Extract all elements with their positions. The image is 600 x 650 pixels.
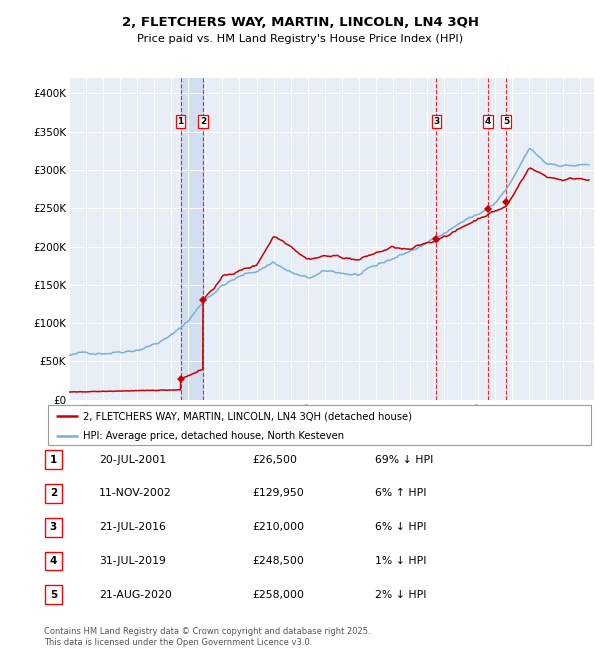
Text: 1: 1 bbox=[178, 117, 184, 126]
Text: 69% ↓ HPI: 69% ↓ HPI bbox=[375, 454, 433, 465]
Text: £129,950: £129,950 bbox=[252, 488, 304, 499]
FancyBboxPatch shape bbox=[45, 450, 62, 469]
Text: 21-JUL-2016: 21-JUL-2016 bbox=[99, 522, 166, 532]
Text: 2, FLETCHERS WAY, MARTIN, LINCOLN, LN4 3QH: 2, FLETCHERS WAY, MARTIN, LINCOLN, LN4 3… bbox=[121, 16, 479, 29]
Text: 5: 5 bbox=[50, 590, 57, 600]
Text: 1% ↓ HPI: 1% ↓ HPI bbox=[375, 556, 427, 566]
Text: HPI: Average price, detached house, North Kesteven: HPI: Average price, detached house, Nort… bbox=[83, 432, 344, 441]
Text: Contains HM Land Registry data © Crown copyright and database right 2025.
This d: Contains HM Land Registry data © Crown c… bbox=[44, 627, 370, 647]
Text: £248,500: £248,500 bbox=[252, 556, 304, 566]
Text: 3: 3 bbox=[433, 117, 439, 126]
Text: 2, FLETCHERS WAY, MARTIN, LINCOLN, LN4 3QH (detached house): 2, FLETCHERS WAY, MARTIN, LINCOLN, LN4 3… bbox=[83, 411, 412, 421]
Text: 21-AUG-2020: 21-AUG-2020 bbox=[99, 590, 172, 600]
FancyBboxPatch shape bbox=[45, 552, 62, 570]
FancyBboxPatch shape bbox=[45, 518, 62, 536]
Text: £26,500: £26,500 bbox=[252, 454, 297, 465]
Text: 4: 4 bbox=[485, 117, 491, 126]
Text: 20-JUL-2001: 20-JUL-2001 bbox=[99, 454, 166, 465]
FancyBboxPatch shape bbox=[48, 405, 591, 445]
FancyBboxPatch shape bbox=[45, 484, 62, 502]
Text: 2% ↓ HPI: 2% ↓ HPI bbox=[375, 590, 427, 600]
Text: 5: 5 bbox=[503, 117, 509, 126]
Text: 2: 2 bbox=[50, 488, 57, 499]
Text: 31-JUL-2019: 31-JUL-2019 bbox=[99, 556, 166, 566]
Text: 3: 3 bbox=[50, 522, 57, 532]
Text: 6% ↓ HPI: 6% ↓ HPI bbox=[375, 522, 427, 532]
Text: Price paid vs. HM Land Registry's House Price Index (HPI): Price paid vs. HM Land Registry's House … bbox=[137, 34, 463, 44]
Text: 4: 4 bbox=[50, 556, 57, 566]
FancyBboxPatch shape bbox=[45, 586, 62, 604]
Bar bbox=[181, 78, 203, 400]
Text: £258,000: £258,000 bbox=[252, 590, 304, 600]
Text: £210,000: £210,000 bbox=[252, 522, 304, 532]
Text: 2: 2 bbox=[200, 117, 206, 126]
Text: 11-NOV-2002: 11-NOV-2002 bbox=[99, 488, 172, 499]
Text: 1: 1 bbox=[50, 454, 57, 465]
Text: 6% ↑ HPI: 6% ↑ HPI bbox=[375, 488, 427, 499]
